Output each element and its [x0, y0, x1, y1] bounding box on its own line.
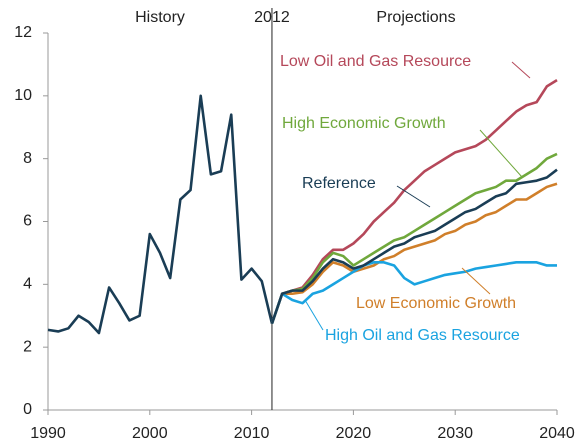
- series-label: Low Oil and Gas Resource: [280, 53, 471, 70]
- series-line: [270, 152, 558, 325]
- x-tick-label: 2040: [539, 425, 575, 442]
- series-line: [47, 94, 274, 335]
- leader-line: [461, 267, 491, 295]
- series-label: High Economic Growth: [282, 115, 446, 132]
- y-tick-label: 4: [23, 276, 32, 293]
- series-line: [270, 79, 558, 325]
- series-line: [270, 261, 557, 325]
- y-tick-label: 8: [23, 150, 32, 167]
- x-tick-label: 2010: [234, 425, 270, 442]
- series-label: Low Economic Growth: [356, 295, 516, 312]
- series-label: High Oil and Gas Resource: [325, 327, 520, 344]
- leader-line: [511, 61, 531, 79]
- annotation: Projections: [376, 9, 455, 26]
- y-tick-label: 6: [23, 213, 32, 230]
- y-tick-label: 10: [14, 87, 32, 104]
- annotation: 2012: [254, 9, 290, 26]
- x-tick-label: 2000: [132, 425, 168, 442]
- x-tick-label: 1990: [30, 425, 66, 442]
- leader-line: [396, 185, 431, 208]
- series-line: [270, 168, 558, 325]
- series-line: [270, 182, 558, 325]
- annotation: History: [135, 9, 185, 26]
- y-tick-label: 12: [14, 24, 32, 41]
- x-tick-label: 2030: [437, 425, 473, 442]
- leader-line: [479, 129, 523, 178]
- leader-line: [304, 299, 324, 331]
- y-tick-label: 0: [23, 401, 32, 418]
- series-label: Reference: [302, 175, 376, 192]
- x-tick-label: 2020: [336, 425, 372, 442]
- y-tick-label: 2: [23, 338, 32, 355]
